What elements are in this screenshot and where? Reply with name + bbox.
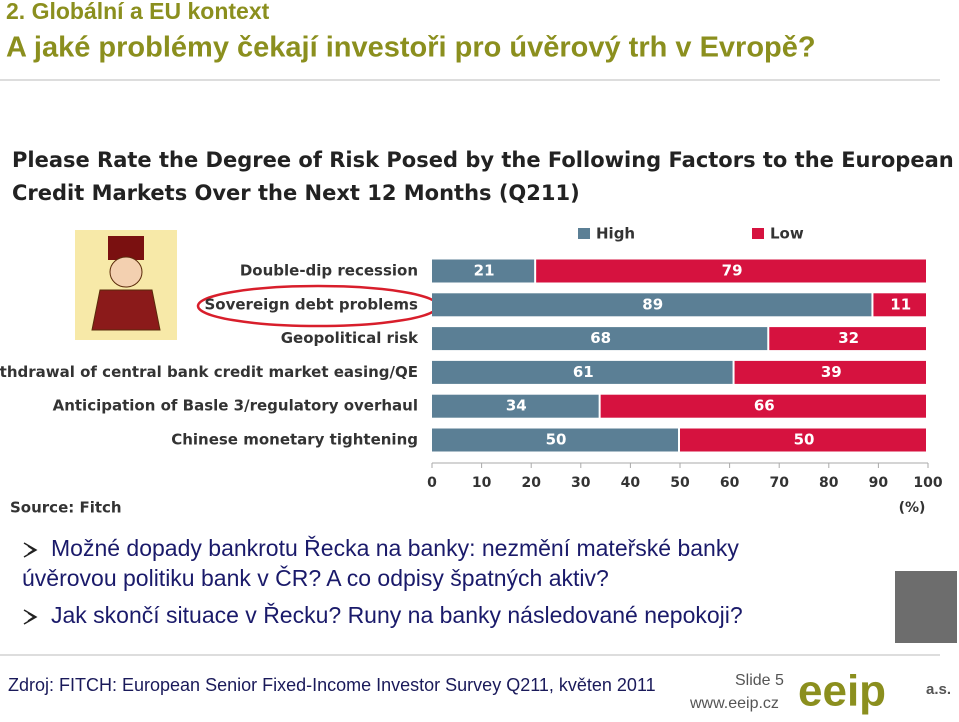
value-label: 32: [838, 329, 859, 347]
slide-title: A jaké problémy čekají investoři pro úvě…: [6, 32, 816, 64]
value-label: 61: [573, 363, 594, 381]
chart-title: Please Rate the Degree of Risk Posed by …: [12, 148, 954, 172]
value-label: 11: [890, 295, 911, 313]
section-title: 2. Globální a EU kontext: [6, 0, 270, 24]
bar: [734, 360, 926, 384]
bar: [432, 394, 599, 418]
footer-source: Zdroj: FITCH: European Senior Fixed-Inco…: [8, 675, 656, 695]
legend-swatch: [578, 228, 590, 239]
y-tick-label: Chinese monetary tightening: [171, 431, 418, 449]
legend-label: High: [596, 225, 635, 243]
y-tick-label: Geopolitical risk: [281, 329, 419, 347]
bullet-arrow: [23, 609, 38, 625]
value-label: 39: [821, 363, 842, 381]
value-label: 50: [794, 431, 815, 449]
value-label: 50: [546, 431, 567, 449]
y-tick-label: Anticipation of Basle 3/regulatory overh…: [53, 397, 418, 415]
x-tick-label: 80: [819, 475, 839, 491]
bullet-text: Možné dopady bankrotu Řecka na banky: ne…: [51, 535, 739, 561]
bullet-arrow: [23, 542, 38, 558]
bar: [432, 259, 535, 283]
logo: eeip: [798, 667, 886, 716]
value-label: 89: [642, 295, 663, 313]
bar: [873, 293, 926, 317]
bar: [536, 259, 926, 283]
bar: [680, 428, 926, 452]
photo: [895, 571, 957, 643]
x-tick-label: 100: [913, 475, 942, 491]
chart: Please Rate the Degree of Risk Posed by …: [0, 148, 954, 517]
x-tick-label: 60: [720, 475, 740, 491]
bar: [600, 394, 926, 418]
value-label: 34: [506, 397, 527, 415]
cartoon: [75, 230, 177, 340]
x-tick-label: 40: [621, 475, 641, 491]
x-tick-label: 90: [869, 475, 889, 491]
y-tick-label: Withdrawal of central bank credit market…: [0, 363, 418, 381]
value-label: 79: [722, 262, 743, 280]
bullet-text: úvěrovou politiku bank v ČR? A co odpisy…: [22, 564, 609, 591]
x-tick-label: 20: [521, 475, 541, 491]
value-label: 21: [474, 262, 495, 280]
x-tick-label: 70: [769, 475, 789, 491]
y-tick-label: Double-dip recession: [240, 262, 418, 280]
x-tick-label: 10: [472, 475, 492, 491]
legend-label: Low: [770, 225, 804, 243]
bar: [769, 327, 926, 351]
bar: [432, 327, 768, 351]
logo-suffix: a.s.: [926, 681, 951, 698]
chart-source: Source: Fitch: [10, 499, 122, 517]
x-tick-label: 50: [670, 475, 690, 491]
x-tick-label: 30: [571, 475, 591, 491]
footer-url: www.eeip.cz: [689, 695, 779, 712]
bar: [432, 428, 678, 452]
value-label: 66: [754, 397, 775, 415]
slide-number: Slide 5: [735, 672, 784, 689]
bullet-text: Jak skončí situace v Řecku? Runy na bank…: [51, 602, 743, 628]
bar: [432, 360, 733, 384]
chart-title: Credit Markets Over the Next 12 Months (…: [12, 181, 580, 205]
legend-swatch: [752, 228, 764, 239]
bullets: Možné dopady bankrotu Řecka na banky: ne…: [22, 535, 743, 628]
value-label: 68: [590, 329, 611, 347]
y-tick-label: Sovereign debt problems: [204, 295, 418, 313]
x-axis-label: (%): [899, 500, 926, 516]
x-tick-label: 0: [427, 475, 437, 491]
bar: [432, 293, 872, 317]
